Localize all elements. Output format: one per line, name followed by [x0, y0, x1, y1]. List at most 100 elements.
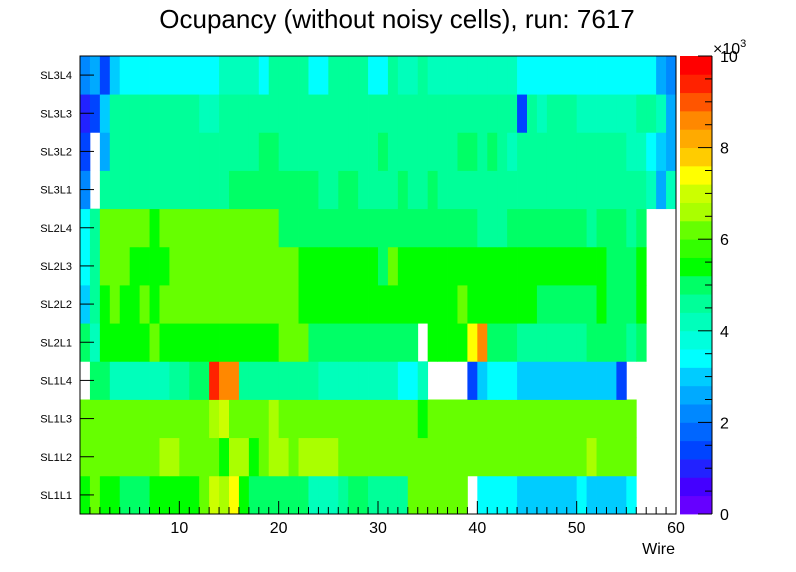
heatmap-cell: [626, 132, 637, 171]
heatmap-cell: [626, 94, 637, 133]
heatmap-cell: [387, 56, 399, 95]
heatmap-cell: [606, 170, 617, 210]
heatmap-cell: [477, 475, 488, 515]
heatmap-cell: [606, 132, 617, 171]
heatmap-cell: [149, 475, 160, 515]
heatmap-cell: [447, 475, 458, 515]
heatmap-cell: [427, 94, 438, 133]
heatmap-cell: [328, 399, 339, 439]
z-tick-label: 6: [720, 232, 729, 249]
heatmap-cell: [119, 246, 131, 286]
heatmap-cell: [626, 323, 637, 362]
heatmap-cell: [596, 285, 607, 324]
heatmap-cell: [119, 323, 131, 362]
heatmap-cell: [556, 56, 568, 95]
heatmap-cell: [99, 208, 111, 248]
heatmap-cell: [387, 285, 399, 324]
heatmap-cell: [139, 56, 150, 95]
heatmap-cell: [407, 285, 419, 324]
heatmap-cell: [338, 56, 349, 95]
heatmap-cell: [457, 208, 468, 248]
heatmap-cell: [536, 170, 548, 210]
heatmap-cell: [258, 399, 270, 439]
heatmap-cell: [596, 56, 607, 95]
heatmap-cell: [358, 132, 369, 171]
heatmap-cell: [507, 246, 518, 286]
heatmap-cell: [437, 132, 448, 171]
x-tick-label: 60: [667, 520, 685, 537]
heatmap-cell: [328, 94, 339, 133]
heatmap-cell: [566, 132, 578, 171]
heatmap-cell: [248, 399, 260, 439]
heatmap-cell: [209, 361, 220, 400]
heatmap-cell: [407, 437, 419, 477]
heatmap-cell: [646, 94, 657, 133]
heatmap-cell: [219, 323, 230, 362]
heatmap-cell: [368, 94, 379, 133]
heatmap-cell: [606, 475, 617, 515]
heatmap-cell: [507, 437, 518, 477]
color-scale-band: [680, 165, 712, 185]
heatmap-cell: [626, 475, 637, 515]
heatmap-cell: [139, 361, 150, 400]
heatmap-cell: [636, 323, 647, 362]
heatmap-cell: [189, 246, 200, 286]
heatmap-cell: [427, 132, 438, 171]
heatmap-cell: [278, 170, 289, 210]
heatmap-cell: [397, 475, 409, 515]
heatmap-cell: [556, 399, 568, 439]
heatmap-cell: [447, 94, 458, 133]
heatmap-cell: [368, 437, 379, 477]
y-tick-label: SL1L4: [40, 375, 72, 387]
heatmap-cell: [298, 208, 309, 248]
heatmap-cell: [378, 132, 389, 171]
heatmap-cell: [159, 323, 170, 362]
heatmap-cell: [507, 285, 518, 324]
heatmap-cell: [417, 285, 429, 324]
y-tick-label: SL2L2: [40, 299, 72, 311]
heatmap-cell: [149, 246, 160, 286]
heatmap-cell: [556, 361, 568, 400]
heatmap-cell: [447, 437, 458, 477]
heatmap-cell: [129, 475, 140, 515]
y-tick-label: SL3L2: [40, 146, 72, 158]
heatmap-cell: [576, 94, 587, 133]
heatmap-cell: [129, 361, 140, 400]
heatmap-cell: [387, 132, 399, 171]
heatmap-cell: [378, 437, 389, 477]
heatmap-cell: [536, 399, 548, 439]
heatmap-cell: [397, 94, 409, 133]
heatmap-cell: [536, 94, 548, 133]
heatmap-cell: [99, 399, 111, 439]
heatmap-cell: [159, 246, 170, 286]
plot-area: [79, 55, 677, 515]
heatmap-cell: [99, 56, 111, 95]
heatmap-cell: [139, 437, 150, 477]
heatmap-cell: [248, 246, 260, 286]
heatmap-cell: [536, 56, 548, 95]
heatmap-cell: [348, 56, 359, 95]
heatmap-cell: [209, 399, 220, 439]
heatmap-cell: [169, 208, 180, 248]
heatmap-cell: [546, 94, 558, 133]
heatmap-cell: [268, 399, 280, 439]
heatmap-cell: [387, 437, 399, 477]
heatmap-cell: [199, 399, 210, 439]
heatmap-cell: [576, 475, 587, 515]
heatmap-cell: [586, 475, 597, 515]
heatmap-cell: [616, 208, 627, 248]
heatmap-cell: [507, 132, 518, 171]
heatmap-cell: [119, 94, 131, 133]
heatmap-cell: [596, 437, 607, 477]
heatmap-cell: [378, 323, 389, 362]
heatmap-cell: [566, 361, 578, 400]
heatmap-cell: [497, 208, 508, 248]
heatmap-cell: [238, 132, 250, 171]
heatmap-cell: [129, 246, 140, 286]
heatmap-cell: [258, 94, 270, 133]
heatmap-cell: [288, 323, 299, 362]
heatmap-cell: [268, 475, 280, 515]
heatmap-cell: [229, 208, 240, 248]
heatmap-cell: [656, 56, 667, 95]
heatmap-cell: [427, 475, 438, 515]
